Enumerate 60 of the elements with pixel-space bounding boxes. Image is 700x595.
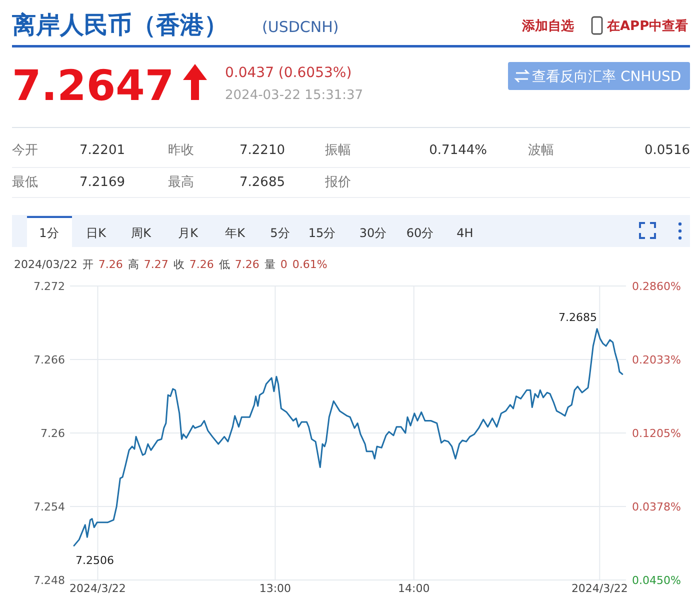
y-tick-label: 7.254 (34, 500, 65, 514)
x-tick-label: 2024/3/22 (70, 582, 126, 595)
y2-tick-label: 0.2033% (632, 353, 681, 366)
text: 在APP中查看 (606, 18, 688, 34)
text: 15分 (308, 226, 336, 240)
text: 7.2201 (80, 143, 125, 158)
text: 7.2169 (80, 175, 125, 190)
text: 开 (82, 258, 94, 271)
text: 60分 (406, 226, 434, 240)
line-series (73, 328, 624, 546)
text: 添加自选 (521, 19, 574, 34)
text: 0.0516 (644, 143, 690, 158)
annotation: 7.2506 (76, 554, 114, 568)
text: 量 (264, 258, 276, 271)
text: 高 (128, 258, 139, 271)
y2-tick-label: 0.0450% (632, 574, 681, 587)
text: 月K (178, 226, 200, 240)
text: 30分 (359, 226, 387, 240)
x-tick-label: 14:00 (398, 582, 430, 595)
y2-tick-label: 0.1205% (632, 427, 681, 440)
text: 今开 (12, 143, 38, 158)
text: 周K (131, 226, 152, 240)
text: 7.26 (98, 258, 123, 271)
text: 0.61% (292, 258, 328, 271)
text: 7.2685 (240, 175, 285, 190)
chart-subtitle: (USDCNH) (262, 18, 339, 36)
y-tick-label: 7.248 (34, 574, 65, 587)
text: 2024-03-22 15:31:37 (225, 88, 364, 103)
text: 7.2647 (12, 61, 174, 110)
x-tick-label: 2024/3/22 (571, 582, 628, 595)
y-tick-label: 7.266 (34, 354, 65, 366)
text: 2024/03/22 (14, 258, 78, 271)
annotation: 7.2685 (558, 310, 598, 324)
y2-tick-label: 0.0378% (632, 500, 681, 514)
chart-title: 离岸人民币（香港） (11, 11, 228, 39)
text: 7.2210 (240, 143, 285, 158)
text: 年K (225, 226, 246, 240)
text: 7.26 (234, 258, 260, 271)
text: 4H (456, 226, 474, 240)
y-tick-label: 7.26 (40, 427, 65, 440)
text: 7.26 (189, 258, 214, 271)
text: 0.0437 (0.6053%) (225, 65, 352, 81)
y-tick-label: 7.272 (34, 280, 65, 293)
text: 0 (280, 258, 288, 271)
text: 5分 (270, 226, 290, 240)
text: 1分 (39, 226, 59, 240)
text: 昨收 (168, 143, 194, 158)
text: 最高 (168, 174, 194, 190)
text: 0.7144% (429, 143, 487, 158)
text: 振幅 (325, 143, 351, 158)
y2-tick-label: 0.2860% (632, 280, 681, 293)
text: 查看反向汇率 CNHUSD (532, 69, 682, 85)
text: 低 (218, 258, 230, 271)
text: 7.27 (144, 258, 168, 271)
text: 报价 (324, 175, 351, 190)
x-tick-label: 13:00 (259, 582, 292, 595)
text: 日K (86, 226, 108, 240)
text: 收 (173, 258, 184, 271)
text: 波幅 (528, 143, 554, 158)
text: 最低 (12, 175, 38, 190)
